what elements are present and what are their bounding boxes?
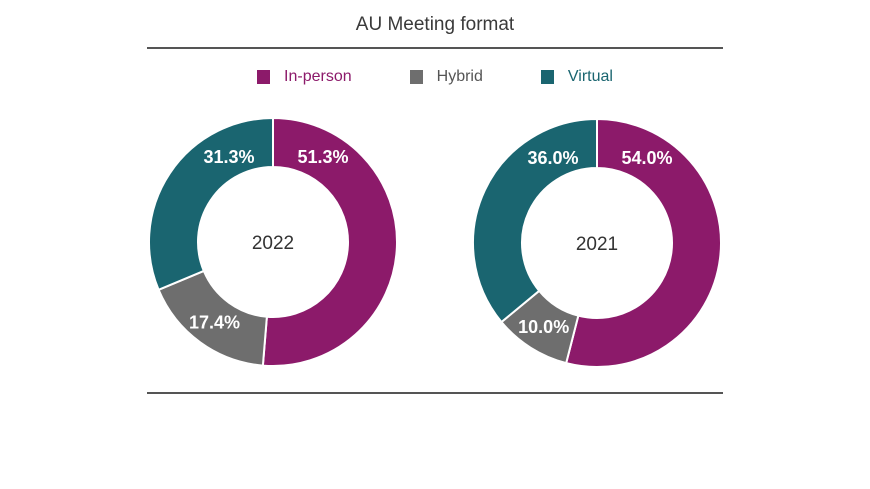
donut-slice-in-person xyxy=(564,117,722,368)
legend-item-hybrid: Hybrid xyxy=(409,68,483,86)
data-label: 36.0% xyxy=(527,148,578,168)
legend-swatch xyxy=(257,70,271,84)
data-label: 51.3% xyxy=(297,147,348,167)
legend-swatch xyxy=(409,70,423,84)
data-label: 54.0% xyxy=(621,148,672,168)
legend-label: Virtual xyxy=(567,68,613,85)
chart-title: AU Meeting format xyxy=(355,14,515,35)
donut-center-label: 2022 xyxy=(252,233,294,254)
donut-slice-in-person xyxy=(261,116,398,367)
legend-item-virtual: Virtual xyxy=(540,68,613,86)
data-label: 10.0% xyxy=(518,317,569,337)
legend-label: Hybrid xyxy=(436,68,483,85)
legend-item-in-person: In-person xyxy=(257,68,352,86)
donut-slice-virtual xyxy=(472,117,598,324)
donut-center-label: 2021 xyxy=(576,234,618,255)
legend: In-person Hybrid Virtual xyxy=(0,68,870,86)
donut-slice-virtual xyxy=(148,116,274,292)
data-label: 31.3% xyxy=(203,147,254,167)
top-divider xyxy=(147,47,723,49)
legend-label: In-person xyxy=(284,68,352,85)
data-label: 17.4% xyxy=(189,312,240,332)
legend-swatch xyxy=(540,70,554,84)
bottom-divider xyxy=(147,392,723,394)
